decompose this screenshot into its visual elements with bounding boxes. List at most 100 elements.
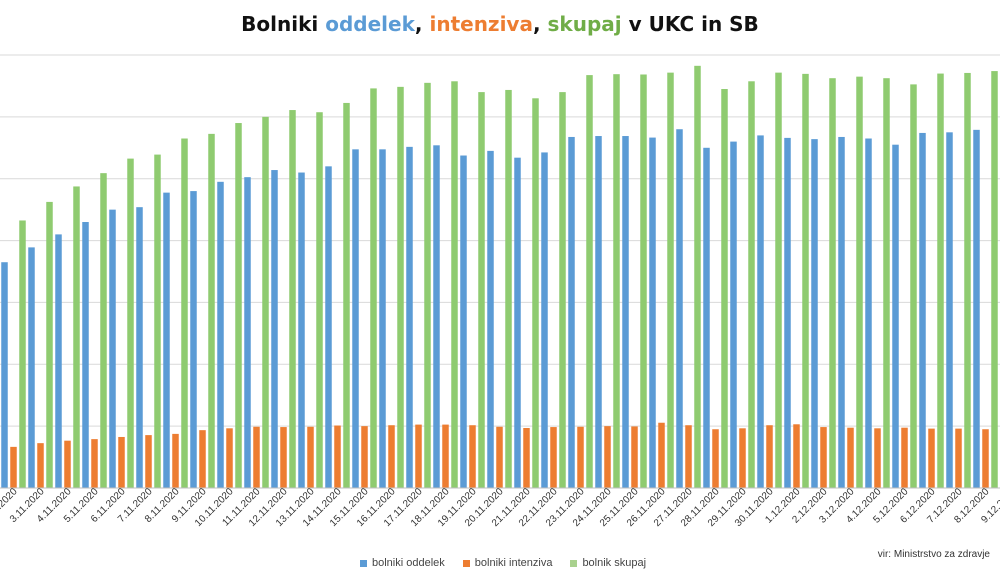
bar-intenziva	[766, 425, 773, 488]
bar-oddelek	[514, 157, 521, 488]
bar-intenziva	[334, 425, 341, 488]
bar-skupaj	[370, 88, 377, 489]
bar-skupaj	[208, 133, 215, 488]
bar-skupaj	[613, 74, 620, 489]
bar-intenziva	[658, 422, 665, 488]
bar-oddelek	[244, 177, 251, 489]
bar-oddelek	[1, 262, 8, 488]
bar-skupaj	[505, 89, 512, 488]
bar-skupaj	[667, 72, 674, 488]
bar-intenziva	[10, 446, 17, 488]
bar-skupaj	[181, 138, 188, 488]
title-part-comma2: ,	[532, 12, 548, 36]
bar-oddelek	[433, 145, 440, 488]
bar-intenziva	[469, 425, 476, 488]
legend: bolniki oddelek bolniki intenziva bolnik…	[360, 557, 646, 569]
title-part-skupaj: skupaj	[547, 12, 622, 36]
bar-skupaj	[289, 110, 296, 489]
bar-skupaj	[19, 220, 26, 488]
bar-intenziva	[739, 428, 746, 488]
bar-intenziva	[847, 427, 854, 488]
bar-skupaj	[532, 98, 539, 489]
bar-skupaj	[478, 92, 485, 489]
bar-intenziva	[388, 425, 395, 488]
bar-intenziva	[361, 426, 368, 488]
bar-skupaj	[262, 116, 269, 489]
bar-oddelek	[622, 136, 629, 488]
bar-intenziva	[982, 429, 989, 488]
bar-oddelek	[973, 129, 980, 488]
bar-skupaj	[451, 81, 458, 488]
bar-skupaj	[424, 82, 431, 488]
bar-intenziva	[955, 428, 962, 488]
bar-skupaj	[910, 84, 917, 488]
legend-label-intenziva: bolniki intenziva	[474, 557, 553, 569]
bar-intenziva	[415, 424, 422, 488]
bar-skupaj	[154, 154, 161, 488]
bar-intenziva	[37, 443, 44, 488]
legend-item-skupaj: bolnik skupaj	[570, 557, 646, 569]
title-part-ukc: v UKC in SB	[621, 12, 759, 36]
bar-oddelek	[865, 138, 872, 488]
bar-intenziva	[496, 426, 503, 488]
bar-oddelek	[892, 144, 899, 488]
title-part-comma1: ,	[414, 12, 430, 36]
bar-skupaj	[802, 73, 809, 489]
bar-skupaj	[586, 75, 593, 488]
bar-skupaj	[694, 65, 701, 488]
bar-oddelek	[217, 181, 224, 488]
bar-oddelek	[325, 166, 332, 488]
bar-intenziva	[523, 428, 530, 488]
bar-oddelek	[784, 137, 791, 488]
bar-intenziva	[118, 436, 125, 488]
bar-skupaj	[46, 201, 53, 488]
bar-skupaj	[748, 81, 755, 488]
bar-intenziva	[226, 428, 233, 488]
bar-oddelek	[109, 209, 116, 488]
bar-intenziva	[874, 428, 881, 488]
bar-skupaj	[775, 72, 782, 488]
bar-intenziva	[577, 426, 584, 488]
bars	[1, 65, 998, 489]
legend-swatch-oddelek	[360, 559, 367, 567]
bar-oddelek	[541, 152, 548, 488]
bar-skupaj	[343, 102, 350, 488]
legend-item-intenziva: bolniki intenziva	[462, 557, 553, 569]
bar-intenziva	[820, 427, 827, 488]
bar-skupaj	[127, 158, 134, 489]
legend-label-oddelek: bolniki oddelek	[372, 557, 445, 569]
bar-oddelek	[298, 172, 305, 488]
bar-oddelek	[379, 149, 386, 488]
bar-oddelek	[676, 129, 683, 489]
gridlines	[0, 54, 1000, 427]
title-part-oddelek: oddelek	[325, 12, 415, 36]
bar-oddelek	[271, 170, 278, 489]
bar-oddelek	[595, 136, 602, 488]
bar-oddelek	[703, 147, 710, 489]
bar-skupaj	[397, 86, 404, 489]
bar-oddelek	[649, 137, 656, 488]
bar-skupaj	[316, 112, 323, 488]
bar-intenziva	[793, 424, 800, 488]
bar-intenziva	[172, 433, 179, 489]
bar-oddelek	[55, 234, 62, 488]
bar-skupaj	[640, 74, 647, 489]
bar-skupaj	[883, 78, 890, 488]
bar-intenziva	[550, 427, 557, 488]
bar-skupaj	[964, 72, 971, 488]
bar-oddelek	[730, 141, 737, 488]
bar-intenziva	[901, 427, 908, 488]
bar-skupaj	[937, 73, 944, 488]
bar-skupaj	[100, 173, 107, 488]
bar-intenziva	[64, 440, 71, 488]
source-note: vir: Ministrstvo za zdravje	[877, 549, 990, 560]
bar-skupaj	[559, 92, 566, 489]
bar-intenziva	[145, 435, 152, 488]
bar-oddelek	[136, 207, 143, 489]
title-part-intenziva: intenziva	[429, 12, 533, 36]
bar-oddelek	[811, 139, 818, 488]
bar-oddelek	[406, 146, 413, 489]
bar-oddelek	[82, 222, 89, 488]
bar-oddelek	[838, 136, 845, 488]
